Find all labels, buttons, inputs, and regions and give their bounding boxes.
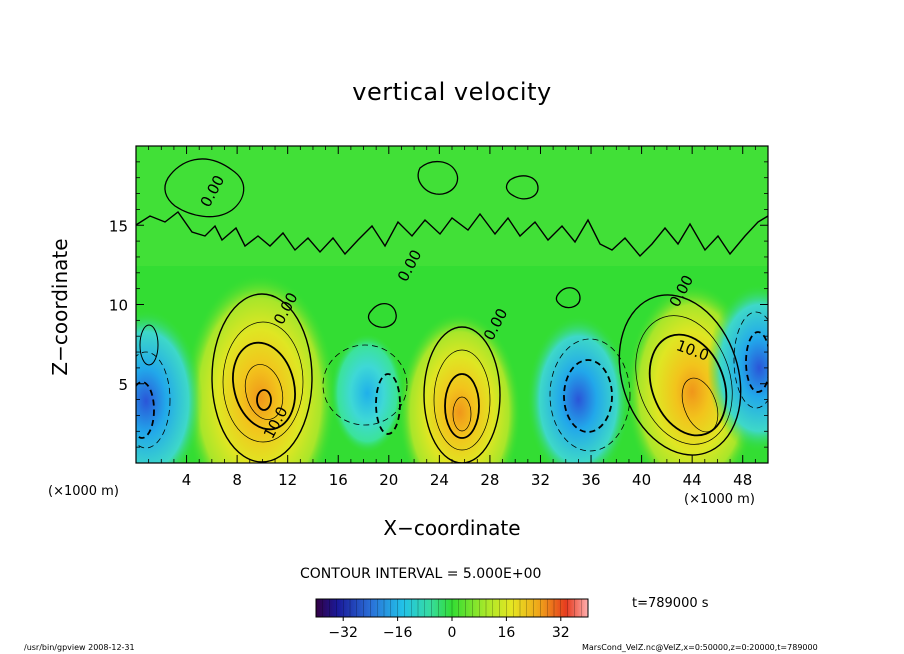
x-tick-label: 44 (683, 471, 702, 489)
contour-downdraft-4-inner (745, 331, 768, 393)
zero-contour-blob (505, 175, 539, 200)
contour-layer (136, 158, 768, 463)
x-tick-label: 28 (480, 471, 499, 489)
x-tick-label: 8 (232, 471, 242, 489)
zero-contour-blob (555, 287, 581, 309)
updraft-core-2 (398, 311, 522, 463)
y-axis-label: Z−coordinate (48, 238, 72, 376)
colorbar-tick-label: −16 (383, 625, 413, 641)
x-axis-label: X−coordinate (383, 516, 521, 540)
contour-updraft-2-15 (452, 396, 472, 432)
time-label: t=789000 s (632, 596, 709, 611)
x-tick-label: 36 (581, 471, 600, 489)
contour-interval: CONTOUR INTERVAL = 5.000E+00 (300, 566, 542, 582)
x-tick-label: 48 (733, 471, 752, 489)
zero-contour-blob (164, 158, 245, 218)
colorbar-tick-label: 32 (552, 625, 570, 641)
contour-downdraft-4 (733, 311, 768, 409)
contour-downdraft-3-inner (563, 359, 613, 433)
contour-downdraft-1 (136, 351, 171, 449)
x-tick-label: 24 (430, 471, 449, 489)
feature-layer (136, 273, 768, 463)
y-tick-label: 5 (118, 376, 128, 394)
downdraft-core-5 (330, 333, 405, 454)
x-tick-label: 20 (379, 471, 398, 489)
updraft-core-1 (183, 273, 337, 463)
contour-updraft-3-zero (618, 294, 742, 456)
zero-contour-upper (136, 210, 768, 258)
y-tick-label: 10 (109, 297, 128, 315)
x-tick-label: 32 (531, 471, 550, 489)
x-tick-label: 12 (278, 471, 297, 489)
colorbar-tick-label: 0 (448, 625, 457, 641)
colorbar-tick-label: 16 (497, 625, 515, 641)
contour-downdraft-2-inner (375, 373, 401, 435)
colorbar-ticks: −32 −16 0 16 32 (328, 617, 570, 641)
zero-contour-blob (417, 161, 459, 195)
chart-title: vertical velocity (352, 78, 552, 106)
colorbar-tick-label: −32 (328, 625, 358, 641)
downdraft-core-4 (136, 308, 203, 463)
x-unit-left: (×1000 m) (48, 484, 119, 499)
contour-updraft-1-10 (232, 341, 296, 431)
contour-small (139, 324, 159, 366)
y-axis: 5 10 15 (109, 161, 768, 448)
contour-updraft-1-15 (244, 364, 284, 420)
zero-contour-blob (367, 303, 397, 328)
contour-updraft-1-5 (222, 321, 304, 443)
contour-updraft-2-5 (433, 349, 491, 451)
colorbar-segments (322, 599, 582, 617)
contour-updraft-1-20 (256, 389, 272, 411)
x-axis: 4 8 12 16 20 24 28 32 36 40 44 48 (148, 146, 756, 489)
contour-updraft-3-15 (681, 377, 719, 433)
contour-updraft-3-10 (648, 333, 728, 437)
contour-downdraft-2 (322, 344, 408, 426)
contour-updraft-2-10 (444, 373, 480, 439)
contour-downdraft-1-inner (136, 381, 155, 439)
contour-updraft-2-zero (423, 326, 501, 463)
footer-left: /usr/bin/gpview 2008-12-31 (24, 643, 135, 652)
contour-downdraft-3 (549, 338, 631, 452)
downdraft-core-6 (526, 315, 631, 463)
x-tick-label: 4 (182, 471, 192, 489)
upper-field-tint (136, 146, 768, 266)
colorbar: −32 −16 0 16 32 (315, 598, 589, 641)
y-tick-label: 15 (109, 217, 128, 235)
footer-right: MarsCond_VelZ.nc@VelZ,x=0:50000,z=0:2000… (582, 643, 818, 652)
x-unit-right: (×1000 m) (684, 492, 755, 507)
x-tick-label: 16 (329, 471, 348, 489)
x-tick-label: 40 (632, 471, 651, 489)
contour-updraft-3-5 (635, 315, 733, 445)
downdraft-core-7 (707, 283, 768, 453)
